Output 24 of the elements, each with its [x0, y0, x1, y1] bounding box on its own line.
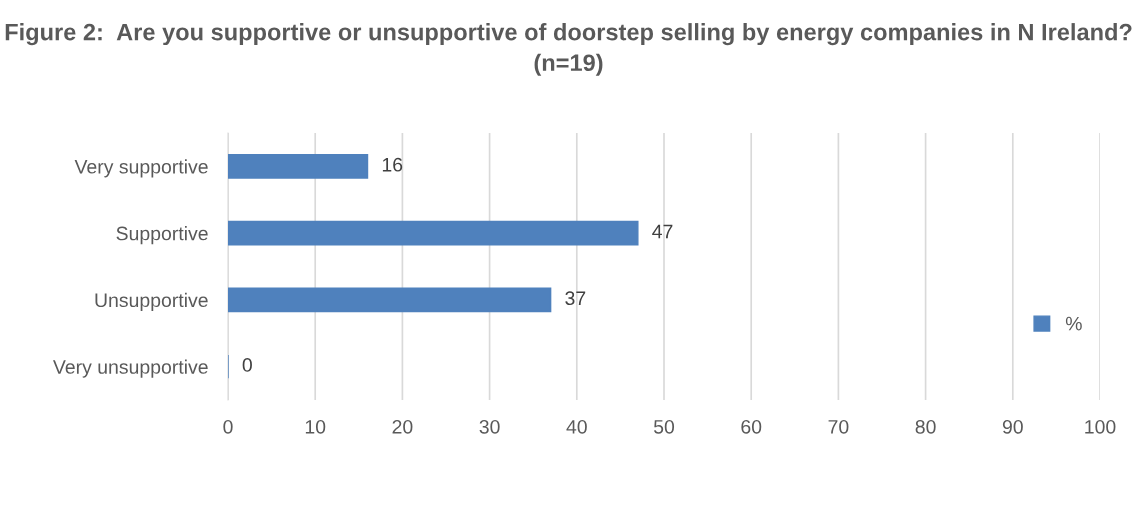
x-tick-label: 60: [741, 419, 762, 434]
y-tick-label: Very supportive: [74, 159, 208, 178]
y-tick-label: Very unsupportive: [53, 359, 208, 378]
x-tick-label: 90: [1002, 419, 1023, 434]
x-tick-label: 30: [479, 419, 500, 434]
y-tick-label: Unsupportive: [95, 292, 208, 311]
x-tick-label: 80: [915, 419, 936, 434]
x-tick-label: 20: [392, 419, 413, 434]
chart-title: Figure 2: Are you supportive or unsupportive of doorstep selling by energy companies in N Ireland? (n=19): [5, 23, 1132, 76]
y-tick-label: Supportive: [116, 226, 208, 245]
legend-label: %: [1065, 316, 1082, 331]
data-label: 0: [242, 358, 252, 372]
bar: [228, 287, 552, 313]
x-tick-label: 40: [566, 419, 587, 434]
x-tick-label: 0: [223, 419, 233, 434]
x-tick-label: 70: [828, 419, 849, 434]
bar: [228, 153, 369, 179]
x-tick-label: 50: [653, 419, 675, 434]
bar: [228, 220, 639, 246]
data-label: 47: [652, 224, 673, 239]
x-tick-label: 100: [1085, 419, 1116, 434]
data-label: 37: [565, 291, 586, 306]
data-label: 16: [382, 157, 403, 172]
x-tick-label: 10: [305, 419, 326, 434]
